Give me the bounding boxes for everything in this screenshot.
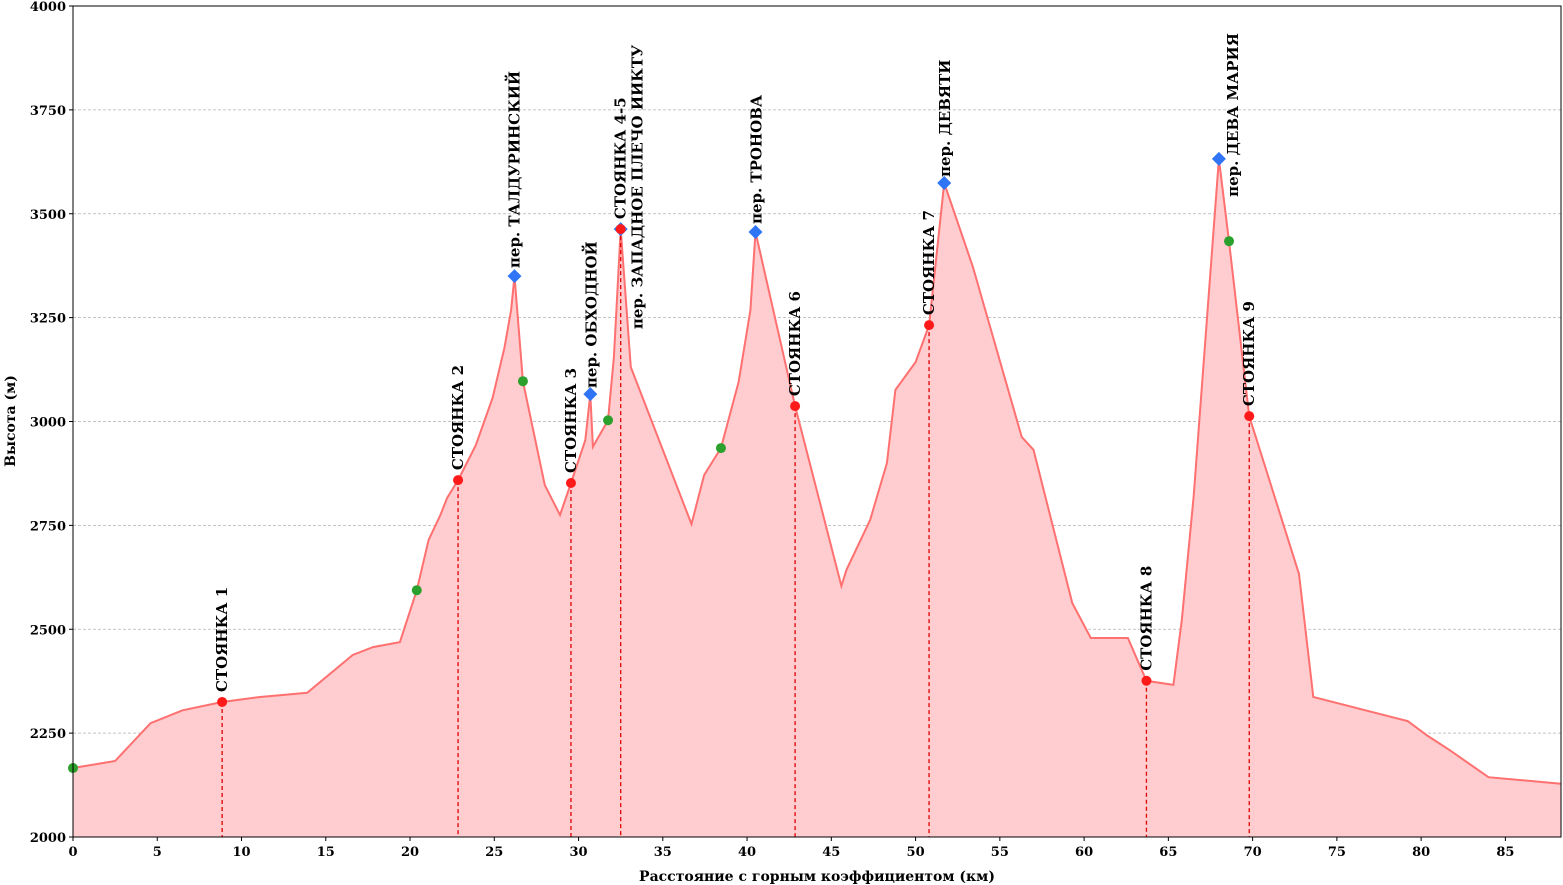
camp-marker [790, 401, 801, 412]
y-tick-label: 3500 [30, 208, 66, 223]
pass-marker [1211, 151, 1226, 166]
x-tick-label: 70 [1244, 845, 1262, 860]
camp-label: СТОЯНКА 3 [562, 368, 580, 473]
x-tick-label: 60 [1075, 845, 1093, 860]
x-tick-label: 10 [232, 845, 250, 860]
x-tick-label: 45 [822, 845, 840, 860]
x-tick-label: 25 [485, 845, 503, 860]
x-tick-label: 15 [317, 845, 335, 860]
pass-marker [937, 176, 952, 191]
y-tick-label: 2750 [30, 519, 66, 534]
elevation-line [72, 158, 1562, 785]
camp-marker [1244, 411, 1255, 422]
camp-marker [924, 320, 935, 331]
pass-marker [748, 225, 763, 240]
y-tick-label: 3250 [30, 312, 66, 327]
y-tick-label: 3750 [30, 104, 66, 119]
camp-dropdown-lines [221, 229, 1250, 837]
camp-label: СТОЯНКА 2 [449, 365, 467, 470]
gridlines [73, 109, 1561, 734]
profile-area [72, 158, 1562, 837]
camp-label: СТОЯНКА 1 [213, 587, 231, 692]
waypoint-marker [517, 376, 528, 387]
camp-label: СТОЯНКА 9 [1240, 301, 1258, 406]
y-tick-label: 2000 [30, 831, 66, 846]
x-tick-label: 20 [401, 845, 419, 860]
waypoint-marker [715, 443, 726, 454]
pass-label: пер. ТРОНОВА [747, 94, 765, 224]
y-tick-label: 2250 [30, 727, 66, 742]
elevation-fill [73, 158, 1561, 837]
camp-marker [615, 224, 626, 235]
pass-label: пер. ОБХОДНОЙ [581, 241, 600, 388]
camp-marker [217, 696, 228, 707]
x-tick-label: 0 [68, 845, 77, 860]
camp-marker [1141, 675, 1152, 686]
camp-label: СТОЯНКА 4-5 [612, 97, 630, 219]
x-tick-label: 55 [991, 845, 1009, 860]
pass-label: пер. ТАЛДУРИНСКИЙ [505, 71, 524, 268]
x-tick-label: 50 [907, 845, 925, 860]
camp-marker [453, 475, 464, 486]
camp-marker [565, 477, 576, 488]
axis-ticks: 2000 2250 2500 2750 3000 3250 3500 3750 4000 0 5 10… [30, 0, 1515, 860]
camp-label: СТОЯНКА 8 [1137, 566, 1155, 671]
x-tick-label: 5 [153, 845, 162, 860]
markers [68, 151, 1255, 774]
x-axis-label: Расстояние с горным коэффициентом (км) [639, 869, 995, 885]
camp-label: СТОЯНКА 6 [786, 291, 804, 396]
waypoint-marker [1224, 236, 1235, 247]
x-tick-label: 75 [1328, 845, 1346, 860]
pass-label: пер. ДЕВЯТИ [936, 60, 954, 177]
marker-labels: пер. ТАЛДУРИНСКИЙ пер. ОБХОДНОЙ пер. ЗАПАД… [213, 33, 1258, 692]
x-tick-label: 40 [738, 845, 756, 860]
y-axis-label: Высота (м) [3, 375, 19, 467]
x-tick-label: 65 [1159, 845, 1177, 860]
y-tick-label: 4000 [30, 0, 66, 15]
y-tick-label: 2500 [30, 623, 66, 638]
camp-label: СТОЯНКА 7 [920, 210, 938, 315]
pass-label: пер. ЗАПАДНОЕ ПЛЕЧО ИИКТУ [629, 45, 647, 329]
x-tick-label: 85 [1496, 845, 1514, 860]
waypoint-marker [603, 415, 614, 426]
x-tick-label: 35 [654, 845, 672, 860]
waypoint-marker [411, 585, 422, 596]
pass-marker [507, 269, 522, 284]
pass-label: пер. ДЕВА МАРИЯ [1224, 33, 1242, 197]
x-tick-label: 30 [570, 845, 588, 860]
pass-marker [583, 387, 598, 402]
y-tick-label: 3000 [30, 416, 66, 431]
x-tick-label: 80 [1412, 845, 1430, 860]
